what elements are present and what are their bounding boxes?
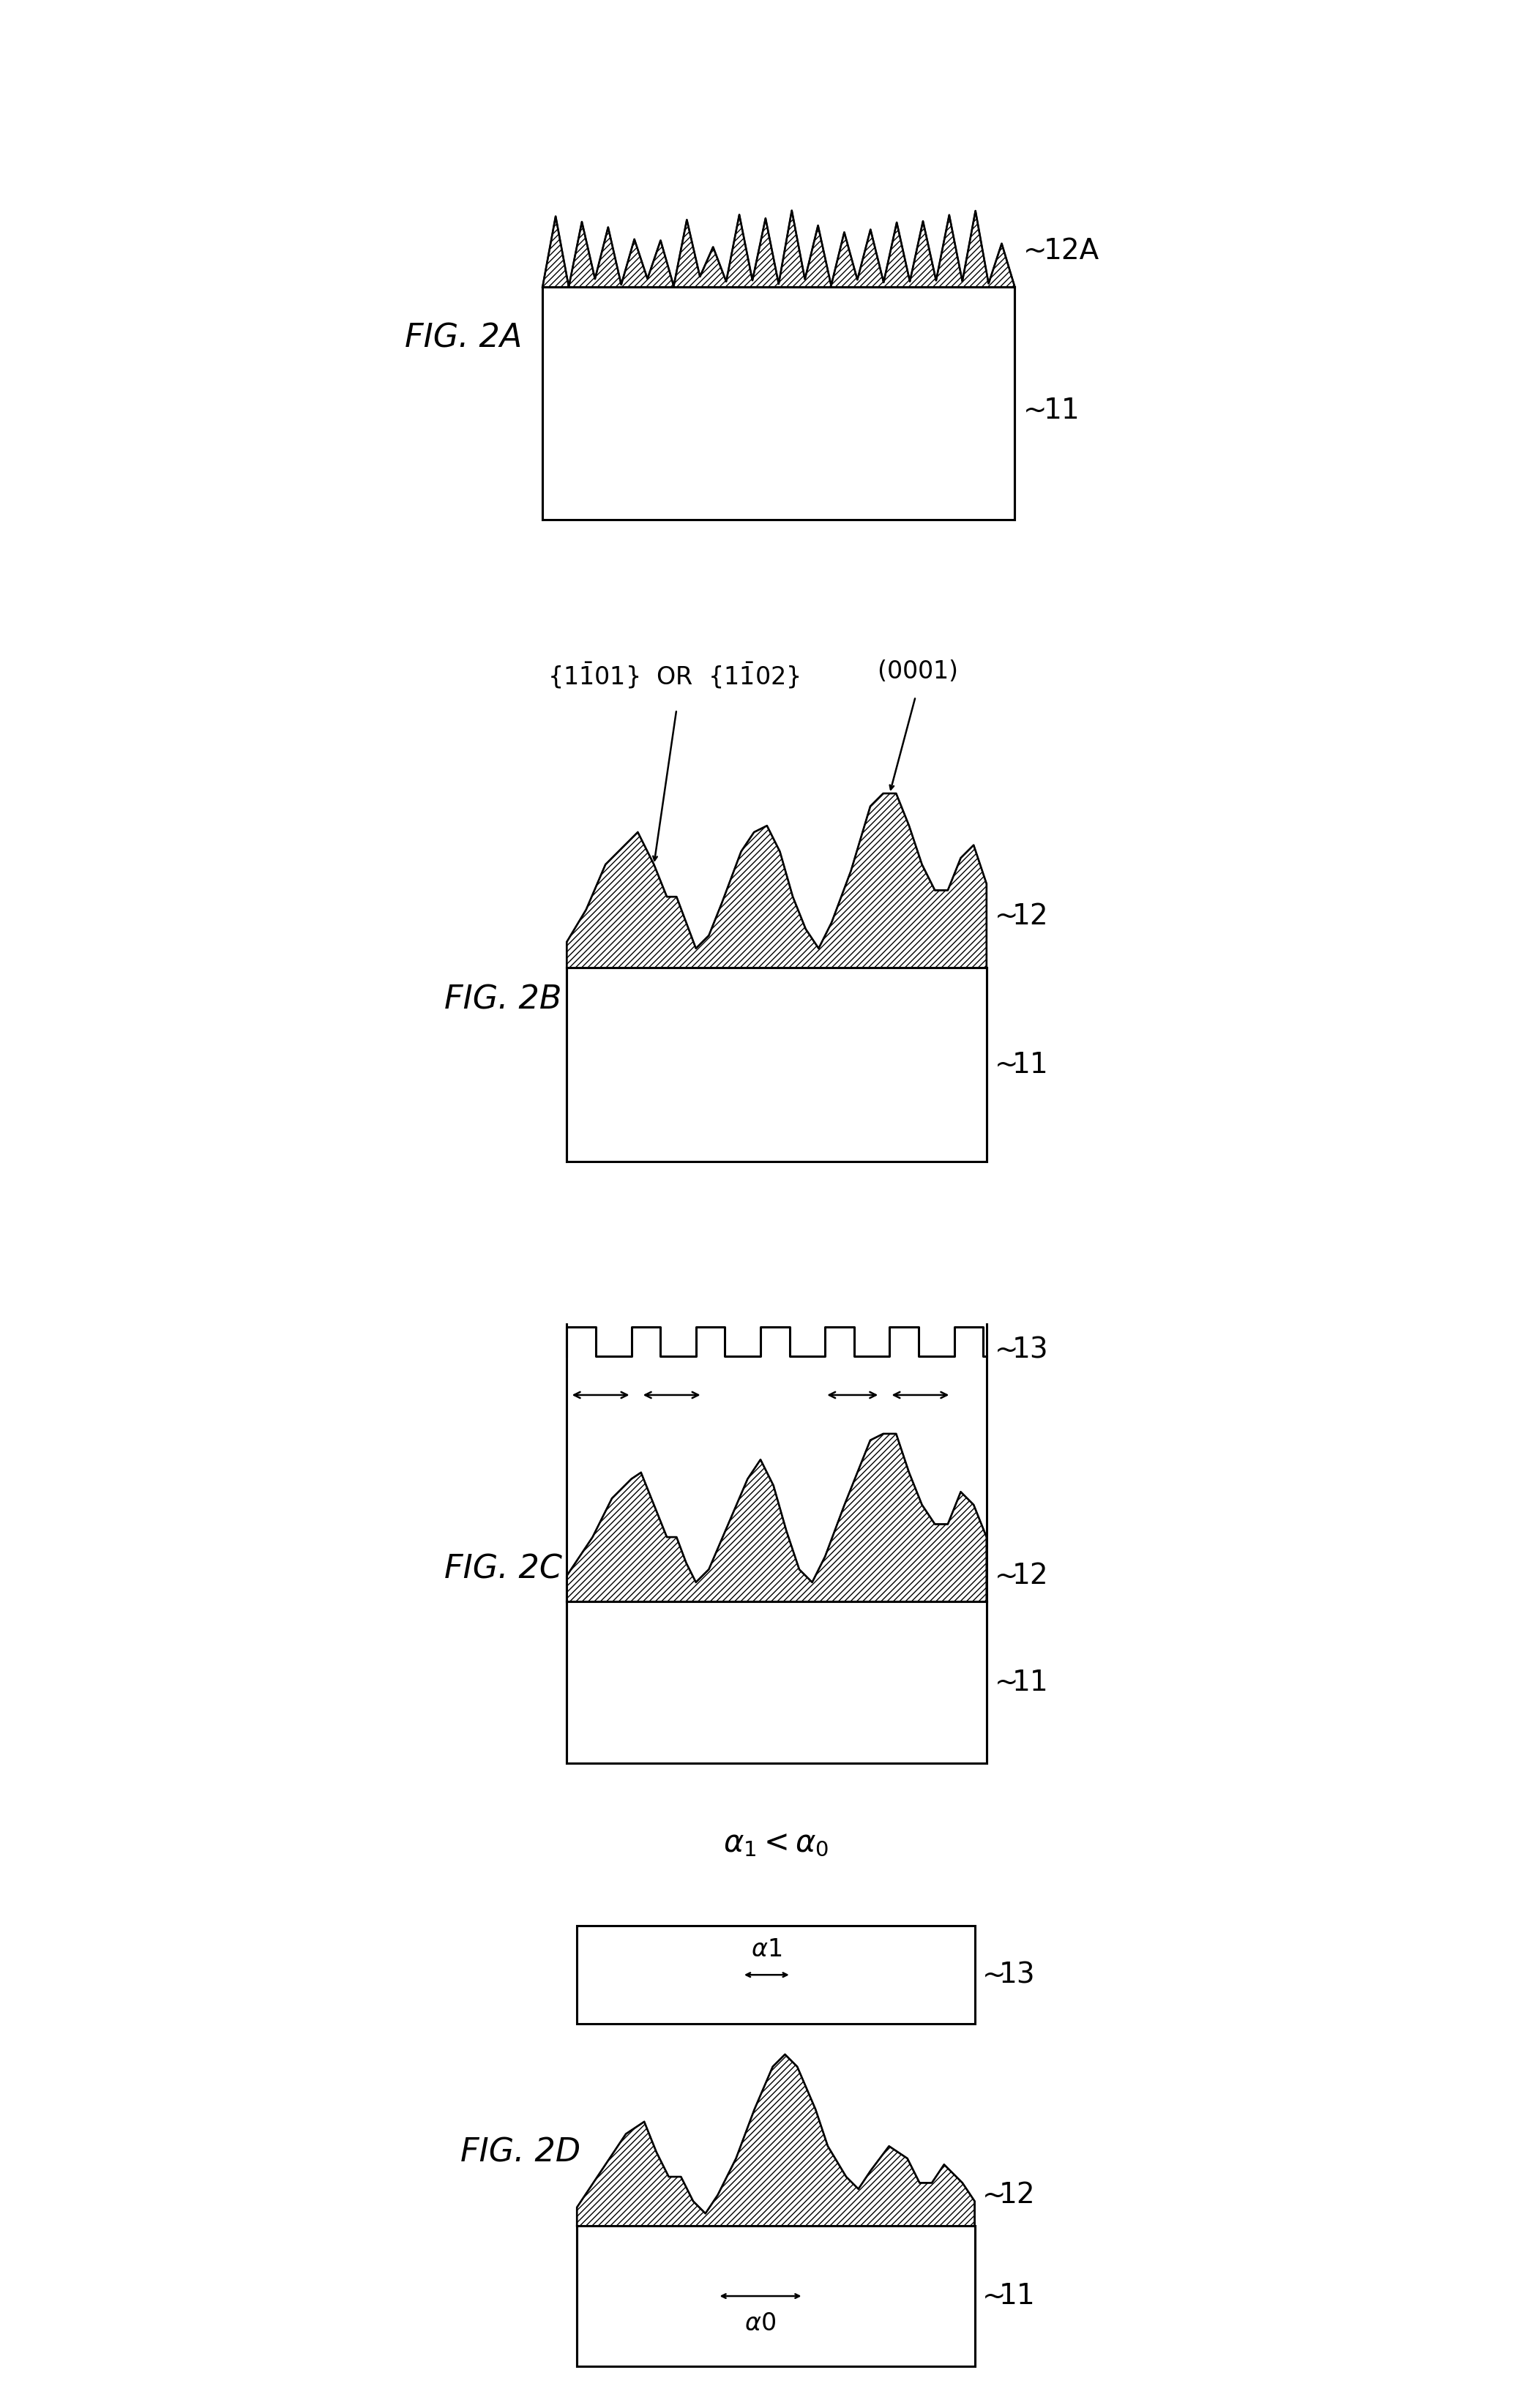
Polygon shape [567, 1327, 987, 1438]
Polygon shape [567, 968, 987, 1161]
Polygon shape [567, 1601, 987, 1763]
Polygon shape [543, 209, 1015, 287]
Polygon shape [567, 792, 987, 968]
Polygon shape [576, 1926, 975, 2023]
Text: FIG. 2B: FIG. 2B [444, 985, 561, 1016]
Text: ~: ~ [995, 903, 1018, 929]
Text: 11: 11 [1043, 397, 1080, 424]
Polygon shape [576, 2225, 975, 2367]
Text: 13: 13 [1013, 1336, 1048, 1363]
Polygon shape [543, 287, 1015, 520]
Text: 12: 12 [999, 2182, 1036, 2208]
Text: 11: 11 [1013, 1050, 1049, 1079]
Text: 11: 11 [999, 2283, 1036, 2309]
Text: 11: 11 [1013, 1669, 1049, 1695]
Text: FIG. 2D: FIG. 2D [461, 2136, 581, 2167]
Text: ~: ~ [995, 1050, 1018, 1079]
Text: 13: 13 [999, 1960, 1036, 1989]
Text: $\alpha_1 < \alpha_0$: $\alpha_1 < \alpha_0$ [722, 1828, 829, 1859]
Text: 12: 12 [1013, 903, 1048, 929]
Text: $(0001)$: $(0001)$ [876, 660, 957, 684]
Text: 12: 12 [1013, 1563, 1048, 1589]
Text: ~: ~ [983, 2283, 1005, 2309]
Polygon shape [576, 2054, 975, 2225]
Polygon shape [567, 1433, 987, 1601]
Text: ~: ~ [983, 1960, 1005, 1989]
Text: 12A: 12A [1043, 236, 1100, 265]
Text: ~: ~ [1024, 397, 1048, 424]
Text: FIG. 2A: FIG. 2A [405, 323, 522, 354]
Text: ~: ~ [995, 1336, 1018, 1363]
Text: $\alpha 1$: $\alpha 1$ [751, 1936, 782, 1960]
Text: $\alpha 0$: $\alpha 0$ [745, 2312, 776, 2336]
Text: ~: ~ [995, 1563, 1018, 1589]
Text: ~: ~ [1024, 236, 1048, 265]
Text: FIG. 2C: FIG. 2C [444, 1553, 561, 1584]
Text: $\{1\bar{1}01\}$  OR  $\{1\bar{1}02\}$: $\{1\bar{1}01\}$ OR $\{1\bar{1}02\}$ [548, 660, 800, 691]
Text: ~: ~ [983, 2182, 1005, 2208]
Text: ~: ~ [995, 1669, 1018, 1695]
